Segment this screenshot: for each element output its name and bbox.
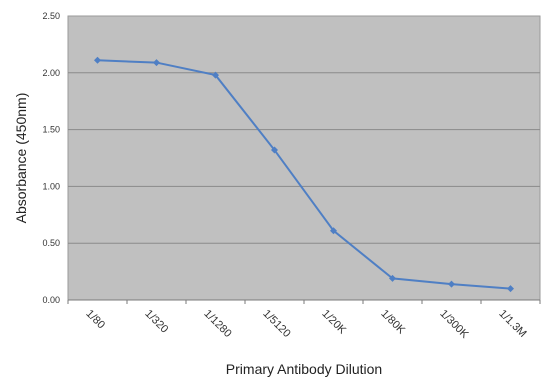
data-markers (94, 56, 514, 293)
data-point-marker (389, 274, 396, 282)
data-point-marker (507, 285, 514, 293)
y-axis-title: Absorbance (450nm) (13, 93, 29, 224)
data-point-marker (94, 56, 101, 64)
x-axis-title: Primary Antibody Dilution (226, 361, 382, 377)
data-point-marker (448, 280, 455, 288)
plot-area (67, 15, 541, 301)
y-tick-label: 2.00 (42, 68, 60, 78)
y-tick-label: 1.50 (42, 125, 60, 135)
y-tick-label: 2.50 (42, 11, 60, 21)
data-point-marker (330, 227, 337, 235)
data-point-marker (153, 59, 160, 67)
y-tick-label: 0.00 (42, 295, 60, 305)
y-tick-label: 1.00 (42, 181, 60, 191)
data-point-marker (212, 71, 219, 79)
data-point-marker (271, 146, 278, 154)
y-tick-label: 0.50 (42, 238, 60, 248)
series-line (97, 59, 511, 290)
gridlines (68, 72, 540, 301)
y-axis-ticks: 0.00 0.50 1.00 1.50 2.00 2.50 (42, 11, 60, 305)
